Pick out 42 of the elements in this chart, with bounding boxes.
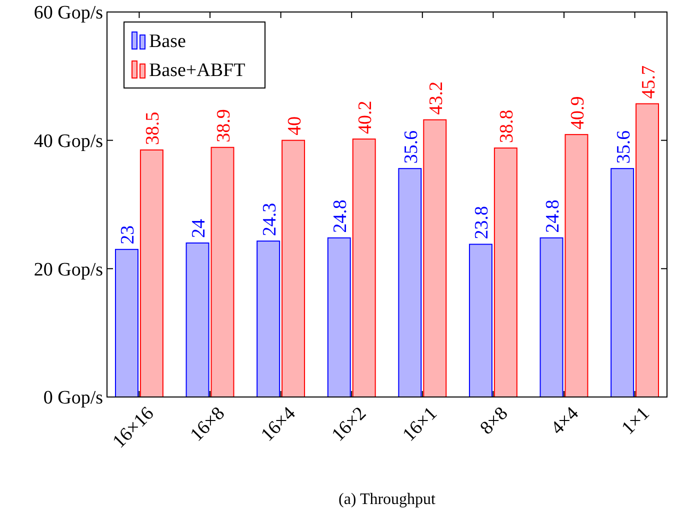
data-label: 40.2	[355, 100, 376, 134]
data-label: 38.8	[496, 110, 518, 144]
data-label: 23.8	[472, 206, 493, 240]
bar	[423, 119, 447, 398]
data-label: 38.9	[213, 109, 234, 142]
bar	[468, 244, 492, 398]
bar	[114, 248, 138, 398]
text: (a) Throughput	[338, 491, 436, 508]
data-label: 24.3	[259, 202, 280, 236]
data-label: 24.8	[542, 200, 564, 233]
bar	[540, 237, 564, 398]
bar	[140, 149, 164, 398]
data-label: 45.7	[638, 66, 660, 99]
data-label: 24.8	[330, 200, 352, 233]
bar	[327, 237, 351, 398]
data-label: 35.6	[400, 130, 422, 164]
bar	[352, 138, 376, 398]
legend-label: Base+ABFT	[149, 60, 246, 81]
bar	[282, 140, 306, 398]
bar	[610, 168, 634, 398]
bar	[210, 146, 234, 398]
data-label: 38.5	[142, 112, 164, 145]
data-label: 23	[118, 225, 139, 244]
y-tick-label: 60 Gop/s	[34, 2, 103, 24]
data-label: 35.6	[613, 130, 634, 164]
y-tick-label: 0 Gop/s	[43, 388, 103, 409]
bar	[636, 103, 660, 398]
y-tick-label: 20 Gop/s	[34, 259, 103, 280]
data-label: 40	[284, 116, 306, 136]
bar	[494, 148, 518, 398]
data-label: 40.9	[567, 96, 588, 130]
bar	[398, 168, 422, 398]
bar	[564, 134, 588, 398]
x-tick-label: 1×1	[618, 403, 654, 439]
bar	[186, 242, 210, 398]
data-label: 24	[188, 218, 210, 238]
legend-label: Base	[149, 31, 186, 52]
bar	[256, 240, 280, 398]
x-tick-label: 8×8	[476, 403, 512, 439]
x-tick-label: 4×4	[547, 402, 584, 439]
data-label: 43.2	[426, 82, 447, 115]
y-tick-label: 40 Gop/s	[34, 130, 103, 152]
